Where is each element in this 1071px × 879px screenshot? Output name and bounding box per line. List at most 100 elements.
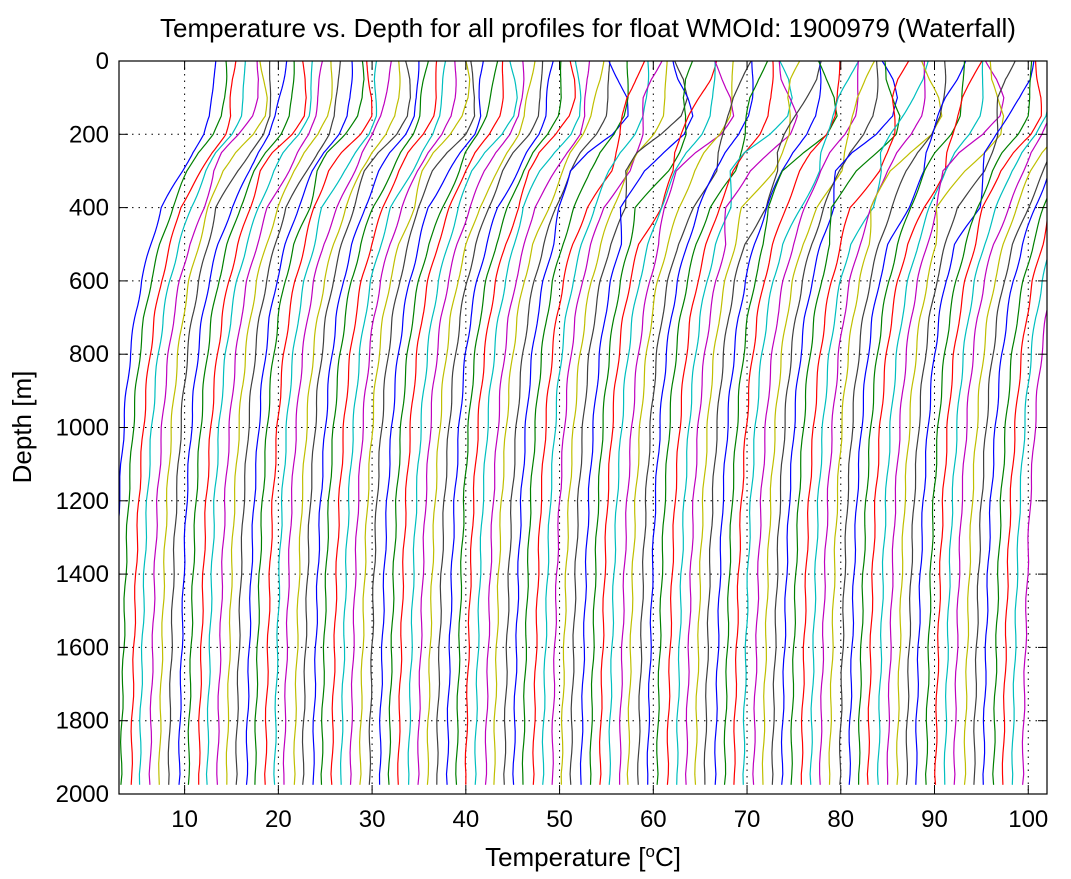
profile-line bbox=[694, 61, 801, 785]
profile-line bbox=[187, 61, 295, 785]
chart-title: Temperature vs. Depth for all profiles f… bbox=[160, 13, 1016, 43]
x-axis-label-main: Temperature [ bbox=[485, 842, 646, 872]
x-tick-label: 40 bbox=[452, 806, 479, 833]
profile-line bbox=[368, 61, 476, 785]
profile-line bbox=[339, 61, 447, 785]
profile-line bbox=[598, 61, 718, 785]
x-axis-label: Temperature [oC] bbox=[485, 842, 681, 872]
profile-line bbox=[551, 61, 663, 785]
x-tick-label: 30 bbox=[359, 806, 386, 833]
profile-line bbox=[637, 61, 752, 785]
profile-line bbox=[254, 61, 365, 785]
profile-line bbox=[264, 61, 373, 785]
x-tick-label: 100 bbox=[1008, 806, 1048, 833]
profile-line bbox=[387, 61, 499, 785]
y-tick-label: 1400 bbox=[56, 561, 109, 588]
profile-line bbox=[723, 61, 838, 785]
profile-line bbox=[273, 61, 378, 785]
profile-line bbox=[378, 61, 484, 785]
profile-line bbox=[138, 61, 246, 785]
y-tick-label: 800 bbox=[69, 341, 109, 368]
profile-line bbox=[809, 61, 929, 785]
profile-line bbox=[397, 61, 504, 785]
profile-line bbox=[235, 61, 341, 785]
profile-line bbox=[992, 196, 1047, 785]
x-tick-label: 10 bbox=[171, 806, 198, 833]
profiles bbox=[119, 61, 1047, 785]
profile-line bbox=[293, 61, 401, 785]
profile-line bbox=[407, 61, 518, 785]
profile-line bbox=[848, 61, 967, 785]
profile-line bbox=[905, 61, 1016, 785]
profile-line bbox=[455, 61, 562, 785]
profile-line bbox=[666, 61, 774, 785]
profile-line bbox=[417, 61, 525, 785]
profile-line bbox=[828, 61, 943, 785]
profile-line bbox=[225, 61, 333, 785]
profile-line bbox=[589, 61, 694, 785]
profile-line bbox=[493, 61, 605, 785]
y-tick-label: 400 bbox=[69, 195, 109, 222]
profile-line bbox=[167, 61, 272, 785]
y-tick-label: 1800 bbox=[56, 708, 109, 735]
y-tick-label: 600 bbox=[69, 268, 109, 295]
profile-line bbox=[503, 61, 611, 785]
profile-line bbox=[684, 61, 798, 785]
x-tick-label: 60 bbox=[640, 806, 667, 833]
profile-line bbox=[1021, 307, 1047, 785]
profile-line bbox=[857, 61, 965, 785]
profile-line bbox=[464, 61, 576, 785]
profile-line bbox=[838, 61, 947, 785]
profile-line bbox=[282, 61, 392, 785]
x-tick-label: 90 bbox=[921, 806, 948, 833]
x-axis-label-unit: C] bbox=[655, 842, 681, 872]
profile-line bbox=[512, 61, 629, 785]
profile-line bbox=[349, 61, 457, 785]
profile-line bbox=[312, 61, 420, 785]
profile-line bbox=[886, 61, 1005, 785]
profile-line bbox=[579, 61, 694, 785]
profile-line bbox=[560, 61, 668, 785]
x-tick-label: 80 bbox=[827, 806, 854, 833]
profile-line bbox=[733, 61, 841, 785]
x-axis: 10 20 30 40 50 60 70 80 90 100 bbox=[171, 806, 1048, 833]
profile-line bbox=[521, 61, 629, 785]
profile-line bbox=[1001, 217, 1047, 785]
profile-line bbox=[130, 61, 237, 785]
profile-line bbox=[484, 61, 591, 785]
profile-line bbox=[436, 61, 544, 785]
profile-line bbox=[608, 61, 716, 785]
profile-line bbox=[714, 61, 822, 785]
profile-line bbox=[761, 61, 876, 785]
profile-line bbox=[216, 61, 323, 785]
y-tick-label: 1000 bbox=[56, 415, 109, 442]
profile-line bbox=[896, 61, 1005, 785]
profile-line bbox=[656, 61, 769, 785]
profile-line bbox=[934, 61, 1042, 785]
profile-line bbox=[301, 61, 412, 785]
profile-line bbox=[646, 61, 754, 785]
axis-ticks bbox=[119, 60, 1047, 795]
profile-line bbox=[474, 61, 582, 785]
x-tick-label: 50 bbox=[546, 806, 573, 833]
profile-line bbox=[445, 61, 554, 785]
profile-line bbox=[626, 61, 734, 785]
profile-line bbox=[943, 108, 1047, 785]
profile-line bbox=[780, 61, 899, 785]
profile-line bbox=[876, 61, 984, 785]
profile-line bbox=[358, 61, 471, 785]
profile-line bbox=[148, 61, 260, 785]
y-tick-label: 200 bbox=[69, 121, 109, 148]
profile-line bbox=[790, 61, 901, 785]
profile-line bbox=[953, 121, 1047, 785]
profile-line bbox=[569, 61, 689, 785]
profile-line bbox=[119, 61, 217, 521]
profile-line bbox=[330, 61, 438, 785]
y-axis-label: Depth [m] bbox=[7, 371, 37, 484]
profile-line bbox=[703, 61, 822, 785]
profile-line bbox=[771, 61, 879, 785]
profile-line bbox=[973, 160, 1047, 785]
profile-line bbox=[963, 145, 1047, 785]
x-tick-label: 20 bbox=[265, 806, 292, 833]
